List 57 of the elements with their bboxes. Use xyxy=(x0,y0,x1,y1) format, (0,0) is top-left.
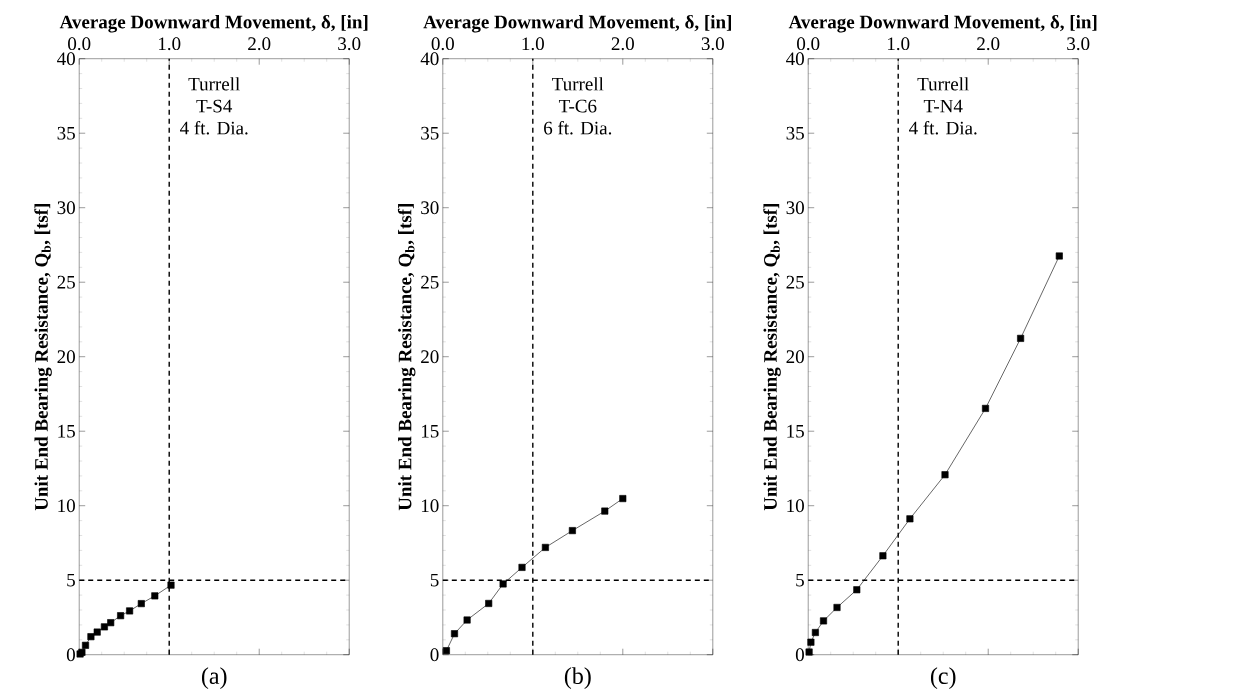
x-axis-title: Average Downward Movement, δ, [in] xyxy=(788,14,1097,33)
y-tick-label: 0 xyxy=(66,648,75,662)
y-tick-label: 10 xyxy=(58,499,75,513)
y-tick-label: 20 xyxy=(421,350,439,364)
y-tick-label: 40 xyxy=(420,52,439,66)
y-tick-label: 25 xyxy=(786,275,804,289)
x-tick-label: 1.0 xyxy=(522,37,544,51)
y-tick-label: 15 xyxy=(58,424,75,438)
annotation: T-N4 xyxy=(923,99,963,113)
y-tick-label: 40 xyxy=(786,52,804,66)
x-axis-title: Average Downward Movement, δ, [in] xyxy=(59,14,368,33)
y-tick-label: 20 xyxy=(57,350,75,364)
x-tick-label: 0.0 xyxy=(431,37,454,51)
text: (c) xyxy=(930,667,956,689)
y-tick-label: 10 xyxy=(787,499,804,513)
x-tick-label: 0.0 xyxy=(68,37,91,51)
annotation: T-S4 xyxy=(196,99,233,113)
x-tick-label: 0.0 xyxy=(797,37,820,51)
annotation: 4 ft. Dia. xyxy=(909,120,977,135)
annotation: Turrell xyxy=(917,77,969,91)
y-axis-title: Unit End Bearing Resistance, Q$_{b}$, [tsf] xyxy=(397,204,416,511)
x-tick-label: 1.0 xyxy=(888,37,910,51)
text: (b) xyxy=(564,667,591,689)
x-tick-label: 2.0 xyxy=(977,37,1000,51)
y-axis-title: Unit End Bearing Resistance, Q$_{b}$, [tsf] xyxy=(34,204,52,511)
annotation: 6 ft. Dia. xyxy=(544,120,612,135)
y-tick-label: 30 xyxy=(421,201,439,215)
y-tick-label: 15 xyxy=(421,424,439,438)
y-tick-label: 5 xyxy=(67,573,75,587)
x-tick-label: 2.0 xyxy=(248,37,271,51)
x-tick-label: 3.0 xyxy=(701,37,724,51)
annotation: Turrell xyxy=(188,77,240,91)
annotation: T-C6 xyxy=(558,99,597,113)
y-tick-label: 20 xyxy=(786,350,804,364)
y-tick-label: 0 xyxy=(795,648,804,662)
y-tick-label: 30 xyxy=(57,201,75,215)
y-tick-label: 35 xyxy=(786,126,804,140)
x-tick-label: 3.0 xyxy=(338,37,361,51)
y-tick-label: 25 xyxy=(57,275,75,289)
y-tick-label: 40 xyxy=(57,52,75,66)
y-axis-title: Unit End Bearing Resistance, Q$_{b}$, [tsf] xyxy=(763,204,781,511)
text: (a) xyxy=(201,667,227,689)
x-tick-label: 1.0 xyxy=(159,37,181,51)
x-axis-title: Average Downward Movement, δ, [in] xyxy=(423,14,731,33)
y-tick-label: 5 xyxy=(796,573,804,587)
y-tick-label: 15 xyxy=(787,424,804,438)
y-tick-label: 35 xyxy=(57,126,75,140)
y-tick-label: 0 xyxy=(430,648,439,662)
annotation: Turrell xyxy=(552,77,604,91)
annotation: 4 ft. Dia. xyxy=(180,120,248,135)
y-tick-label: 35 xyxy=(421,126,439,140)
y-tick-label: 10 xyxy=(421,499,439,513)
y-tick-label: 25 xyxy=(421,275,439,289)
x-tick-label: 2.0 xyxy=(611,37,634,51)
x-tick-label: 3.0 xyxy=(1067,37,1090,51)
y-tick-label: 30 xyxy=(786,201,804,215)
y-tick-label: 5 xyxy=(430,573,439,587)
